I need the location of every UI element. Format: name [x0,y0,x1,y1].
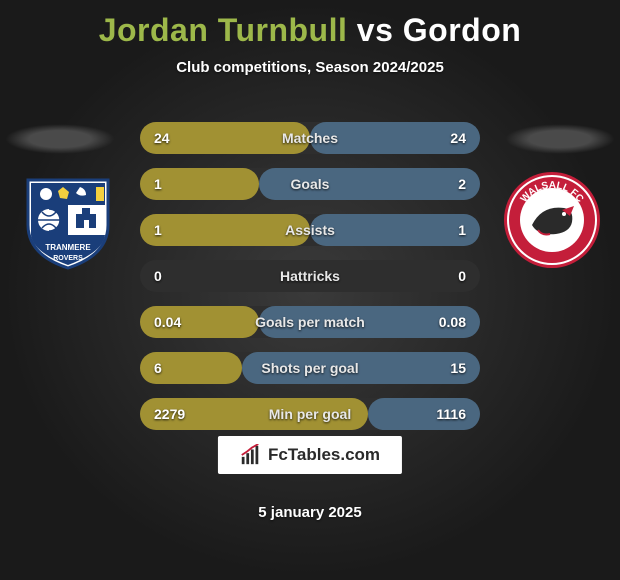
stat-row: 0Hattricks0 [140,260,480,292]
svg-text:ROVERS: ROVERS [53,255,83,262]
stat-label: Goals per match [210,314,410,330]
stat-label: Hattricks [210,268,410,284]
stat-label: Min per goal [210,406,410,422]
tranmere-rovers-crest-icon: TRANMERE ROVERS [18,170,118,270]
stat-row: 2279Min per goal1116 [140,398,480,430]
stat-row: 1Goals2 [140,168,480,200]
fctables-text: FcTables.com [268,445,380,465]
stat-value-right: 0 [410,268,480,284]
stat-value-right: 24 [410,130,480,146]
player1-club-crest: TRANMERE ROVERS [18,170,118,270]
player2-shadow [505,124,615,154]
stat-value-left: 0 [140,268,210,284]
stat-value-right: 15 [410,360,480,376]
fctables-logo[interactable]: FcTables.com [218,436,402,474]
player2-name: Gordon [403,12,522,48]
stats-container: 24Matches241Goals21Assists10Hattricks00.… [140,122,480,444]
stat-value-left: 1 [140,176,210,192]
stat-row: 24Matches24 [140,122,480,154]
stat-value-right: 1116 [410,406,480,422]
stat-label: Assists [210,222,410,238]
stat-label: Matches [210,130,410,146]
walsall-fc-crest-icon: WALSALL FC [502,170,602,270]
stat-row: 6Shots per goal15 [140,352,480,384]
stat-label: Goals [210,176,410,192]
stat-value-left: 1 [140,222,210,238]
comparison-title: Jordan Turnbull vs Gordon [0,0,620,49]
stat-label: Shots per goal [210,360,410,376]
stat-value-left: 24 [140,130,210,146]
vs-text: vs [357,12,394,48]
stat-value-right: 1 [410,222,480,238]
stat-value-left: 2279 [140,406,210,422]
stat-value-right: 0.08 [410,314,480,330]
stat-value-left: 0.04 [140,314,210,330]
comparison-date: 5 january 2025 [0,504,620,521]
stat-value-left: 6 [140,360,210,376]
player1-name: Jordan Turnbull [99,12,348,48]
stat-row: 0.04Goals per match0.08 [140,306,480,338]
player2-club-crest: WALSALL FC [502,170,602,270]
stat-value-right: 2 [410,176,480,192]
player1-shadow [5,124,115,154]
season-subtitle: Club competitions, Season 2024/2025 [0,59,620,76]
stat-row: 1Assists1 [140,214,480,246]
svg-text:TRANMERE: TRANMERE [45,243,91,252]
chart-icon [240,444,262,466]
